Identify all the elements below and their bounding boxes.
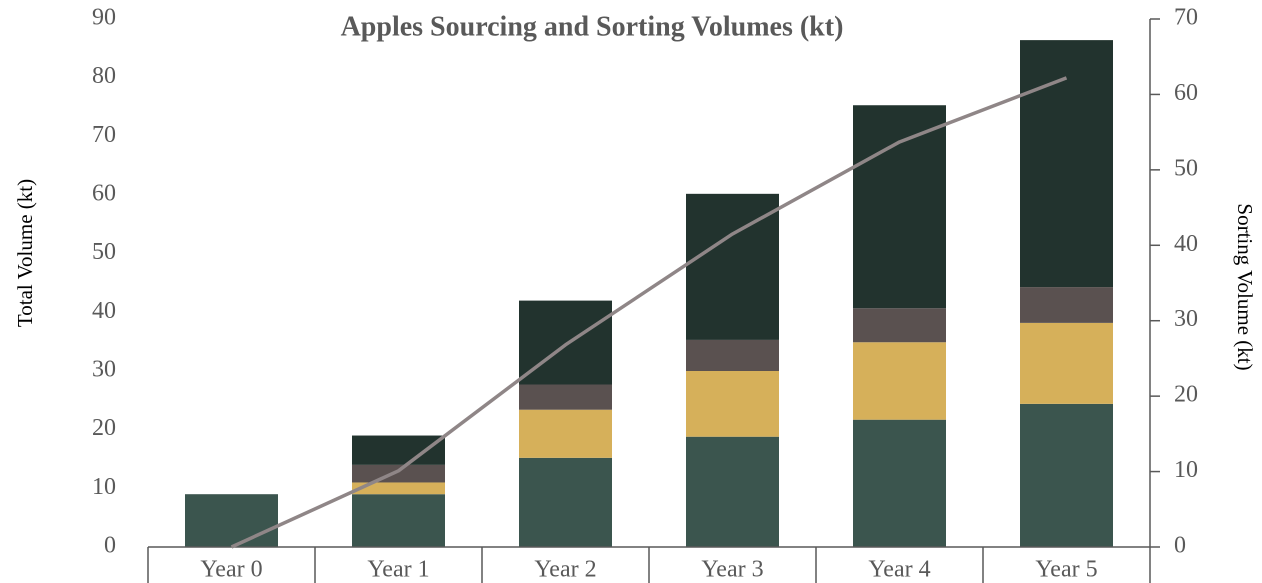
y2-tick-label: 20 bbox=[1174, 382, 1198, 408]
y-tick-label: 40 bbox=[92, 298, 116, 324]
line-series bbox=[230, 76, 1068, 549]
bar-segment bbox=[853, 419, 946, 547]
y2-tick-label: 70 bbox=[1174, 5, 1198, 31]
bar-segment bbox=[519, 457, 612, 547]
y-tick-label: 30 bbox=[92, 357, 116, 383]
bar-segment bbox=[686, 339, 779, 371]
y-tick-label: 60 bbox=[92, 181, 116, 207]
y2-tick-label: 10 bbox=[1174, 457, 1198, 483]
bar-segment bbox=[1020, 403, 1113, 547]
bar-segment bbox=[519, 409, 612, 458]
bar-segment bbox=[1020, 40, 1113, 288]
y-tick-label: 90 bbox=[92, 5, 116, 31]
y-tick-label: 80 bbox=[92, 63, 116, 89]
y-tick-label: 70 bbox=[92, 122, 116, 148]
x-tick-label: Year 2 bbox=[534, 557, 596, 583]
bar-segment bbox=[352, 494, 445, 547]
bar-segment bbox=[853, 105, 946, 309]
x-tick-label: Year 4 bbox=[868, 557, 930, 583]
chart-title: Apples Sourcing and Sorting Volumes (kt) bbox=[341, 11, 844, 42]
bar-segment bbox=[352, 435, 445, 465]
y2-tick-label: 40 bbox=[1174, 231, 1198, 257]
bar-segment bbox=[519, 384, 612, 410]
y2-axis-title: Sorting Volume (kt) bbox=[1233, 203, 1257, 370]
y-tick-label: 50 bbox=[92, 239, 116, 265]
y-axis-title: Total Volume (kt) bbox=[13, 179, 37, 327]
y2-tick-label: 30 bbox=[1174, 306, 1198, 332]
x-tick-label: Year 0 bbox=[200, 557, 262, 583]
bar-segment bbox=[519, 300, 612, 385]
bar-segment bbox=[686, 371, 779, 437]
bar-segment bbox=[1020, 287, 1113, 323]
bar-segment bbox=[1020, 322, 1113, 404]
bar-segment bbox=[185, 494, 278, 547]
y2-tick-label: 60 bbox=[1174, 80, 1198, 106]
bar-segment bbox=[853, 342, 946, 420]
bar-segment bbox=[352, 482, 445, 495]
y-tick-label: 20 bbox=[92, 415, 116, 441]
x-tick-label: Year 5 bbox=[1035, 557, 1097, 583]
y2-tick-label: 50 bbox=[1174, 155, 1198, 181]
bar-segment bbox=[853, 308, 946, 343]
y-tick-label: 0 bbox=[104, 533, 116, 559]
bar-segment bbox=[686, 436, 779, 547]
x-tick-label: Year 3 bbox=[701, 557, 763, 583]
y-tick-label: 10 bbox=[92, 474, 116, 500]
y2-tick-label: 0 bbox=[1174, 533, 1186, 559]
x-tick-label: Year 1 bbox=[367, 557, 429, 583]
bar-segment bbox=[352, 464, 445, 483]
